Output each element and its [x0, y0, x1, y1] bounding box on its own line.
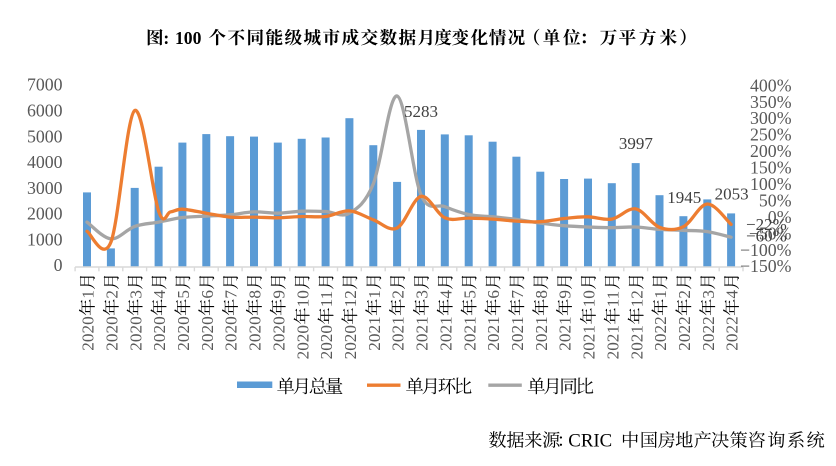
svg-text:2021: 2021 [365, 316, 384, 350]
svg-text:2020: 2020 [103, 316, 122, 350]
svg-text:2: 2 [389, 290, 408, 299]
svg-text:2021: 2021 [627, 325, 646, 359]
svg-text:300%: 300% [750, 108, 792, 128]
svg-text:2: 2 [103, 290, 122, 299]
svg-text:7: 7 [508, 290, 527, 299]
svg-text:7: 7 [222, 290, 241, 299]
svg-text:−100%: −100% [740, 240, 792, 260]
svg-text:2020: 2020 [246, 316, 265, 350]
svg-text:8: 8 [246, 290, 265, 299]
svg-text:−22%: −22% [746, 215, 787, 234]
svg-text:12: 12 [627, 290, 646, 307]
svg-text:2022: 2022 [675, 316, 694, 350]
svg-text:2053: 2053 [715, 185, 749, 204]
svg-text:6: 6 [484, 290, 503, 299]
svg-text:3: 3 [699, 290, 718, 299]
svg-text:2021: 2021 [580, 325, 599, 359]
svg-text:2020: 2020 [150, 316, 169, 350]
svg-text:2021: 2021 [436, 316, 455, 350]
svg-text:3000: 3000 [27, 178, 63, 198]
svg-text:2: 2 [675, 290, 694, 299]
svg-text:150%: 150% [750, 158, 792, 178]
svg-text:2021: 2021 [460, 316, 479, 350]
svg-text:250%: 250% [750, 125, 792, 145]
svg-text:100: 100 [175, 28, 202, 48]
svg-text:7000: 7000 [27, 75, 63, 95]
svg-text:2021: 2021 [508, 316, 527, 350]
svg-text:0: 0 [54, 255, 63, 275]
svg-text:2021: 2021 [413, 316, 432, 350]
svg-text:2021: 2021 [484, 316, 503, 350]
svg-text::: : [163, 28, 169, 48]
svg-text:2021: 2021 [603, 325, 622, 359]
svg-text:1: 1 [651, 290, 670, 299]
svg-text:50%: 50% [759, 190, 792, 210]
svg-text:2020: 2020 [222, 316, 241, 350]
svg-text:−150%: −150% [740, 256, 792, 276]
svg-text:2020: 2020 [79, 316, 98, 350]
svg-text:11: 11 [317, 291, 336, 308]
svg-text:5: 5 [460, 290, 479, 299]
svg-text:5000: 5000 [27, 126, 63, 146]
svg-text:100%: 100% [750, 174, 792, 194]
svg-text:2020: 2020 [198, 316, 217, 350]
svg-text:10: 10 [580, 290, 599, 307]
svg-text:6000: 6000 [27, 101, 63, 121]
svg-text:2022: 2022 [651, 316, 670, 350]
svg-text:2021: 2021 [556, 316, 575, 350]
svg-text:2021: 2021 [389, 316, 408, 350]
svg-text:3: 3 [126, 290, 145, 299]
svg-text:4: 4 [723, 290, 742, 299]
svg-text:4: 4 [150, 290, 169, 299]
svg-text:−60%: −60% [746, 226, 787, 245]
svg-text:2020: 2020 [126, 316, 145, 350]
svg-text:400%: 400% [750, 75, 792, 95]
svg-text:10: 10 [293, 290, 312, 307]
svg-text:0%: 0% [768, 207, 792, 227]
svg-text:2020: 2020 [341, 325, 360, 359]
svg-text:5: 5 [174, 290, 193, 299]
svg-text:−50%: −50% [749, 223, 792, 243]
svg-text:5283: 5283 [404, 102, 438, 121]
svg-text:2000: 2000 [27, 204, 63, 224]
svg-text:12: 12 [341, 290, 360, 307]
svg-text:1: 1 [365, 290, 384, 299]
svg-text:8: 8 [532, 290, 551, 299]
svg-text:2021: 2021 [532, 316, 551, 350]
svg-text:2022: 2022 [723, 316, 742, 350]
svg-text:9: 9 [269, 290, 288, 299]
svg-text:4: 4 [436, 290, 455, 299]
svg-text:2020: 2020 [174, 316, 193, 350]
svg-text:2020: 2020 [317, 325, 336, 359]
svg-text:350%: 350% [750, 92, 792, 112]
svg-text:1945: 1945 [667, 188, 701, 207]
svg-text:1000: 1000 [27, 229, 63, 249]
svg-text:200%: 200% [750, 141, 792, 161]
svg-text:9: 9 [556, 290, 575, 299]
svg-text:CRIC: CRIC [568, 431, 612, 452]
svg-text:2020: 2020 [269, 316, 288, 350]
svg-text:2020: 2020 [293, 325, 312, 359]
svg-text:4000: 4000 [27, 152, 63, 172]
svg-text:6: 6 [198, 290, 217, 299]
svg-text:11: 11 [603, 291, 622, 308]
svg-text:3: 3 [413, 290, 432, 299]
svg-text:3997: 3997 [619, 134, 654, 153]
svg-text:2022: 2022 [699, 316, 718, 350]
svg-text:1: 1 [79, 290, 98, 299]
